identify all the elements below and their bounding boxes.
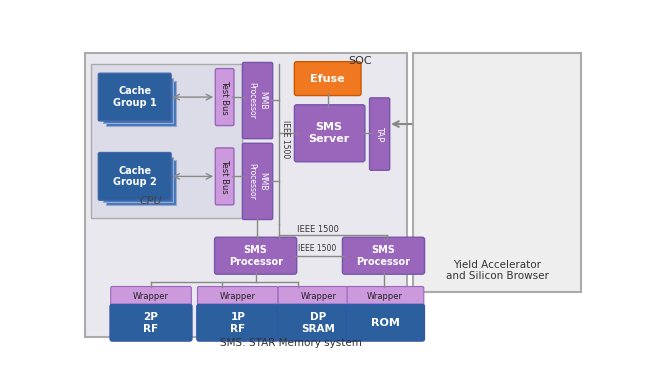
FancyBboxPatch shape (242, 62, 273, 139)
Text: SMS: STAR Memory system: SMS: STAR Memory system (220, 338, 361, 348)
Text: Test Bus: Test Bus (220, 159, 229, 194)
Text: Wrapper: Wrapper (367, 292, 403, 301)
FancyBboxPatch shape (98, 73, 171, 121)
FancyBboxPatch shape (215, 69, 234, 125)
FancyBboxPatch shape (111, 287, 191, 307)
Text: Wrapper: Wrapper (220, 292, 256, 301)
FancyBboxPatch shape (242, 143, 273, 220)
Bar (85, 53, 407, 337)
Text: SMS
Processor: SMS Processor (229, 245, 283, 267)
FancyBboxPatch shape (214, 237, 296, 274)
Text: Efuse: Efuse (311, 74, 345, 83)
FancyBboxPatch shape (197, 304, 279, 341)
Bar (90, 64, 242, 218)
Text: SMS
Server: SMS Server (309, 122, 350, 144)
Bar (103, 157, 173, 202)
Text: IEEE 1500: IEEE 1500 (298, 225, 339, 234)
FancyBboxPatch shape (347, 287, 424, 307)
Text: Test Bus: Test Bus (220, 80, 229, 114)
Bar (413, 53, 581, 292)
Text: DP
SRAM: DP SRAM (302, 312, 335, 334)
Text: Wrapper: Wrapper (300, 292, 337, 301)
FancyBboxPatch shape (343, 237, 424, 274)
Text: TAP: TAP (375, 127, 384, 142)
FancyBboxPatch shape (98, 152, 171, 200)
FancyBboxPatch shape (278, 287, 359, 307)
Text: IEEE 1500: IEEE 1500 (281, 120, 290, 159)
FancyBboxPatch shape (294, 105, 365, 162)
Text: Yield Accelerator
and Silicon Browser: Yield Accelerator and Silicon Browser (446, 260, 549, 281)
Text: ROM: ROM (370, 318, 400, 328)
Text: 1P
RF: 1P RF (230, 312, 245, 334)
Text: CPU: CPU (140, 196, 162, 206)
Bar (100, 154, 170, 199)
Text: Cache
Group 2: Cache Group 2 (113, 165, 157, 187)
Bar (103, 78, 173, 123)
Text: SOC: SOC (348, 56, 372, 66)
Text: Cache
Group 1: Cache Group 1 (113, 86, 157, 108)
Text: MMB
Processor: MMB Processor (248, 163, 267, 200)
Text: IEEE 1500: IEEE 1500 (298, 244, 336, 253)
Bar (106, 160, 176, 205)
FancyBboxPatch shape (110, 304, 192, 341)
FancyBboxPatch shape (370, 98, 390, 170)
Text: Wrapper: Wrapper (133, 292, 169, 301)
FancyBboxPatch shape (294, 62, 361, 96)
Text: SMS
Processor: SMS Processor (356, 245, 411, 267)
Text: 2P
RF: 2P RF (144, 312, 159, 334)
Bar (106, 81, 176, 125)
FancyBboxPatch shape (278, 304, 359, 341)
Bar (100, 75, 170, 120)
Text: MMB
Processor: MMB Processor (248, 82, 267, 119)
FancyBboxPatch shape (215, 148, 234, 205)
FancyBboxPatch shape (346, 304, 424, 341)
FancyBboxPatch shape (198, 287, 278, 307)
